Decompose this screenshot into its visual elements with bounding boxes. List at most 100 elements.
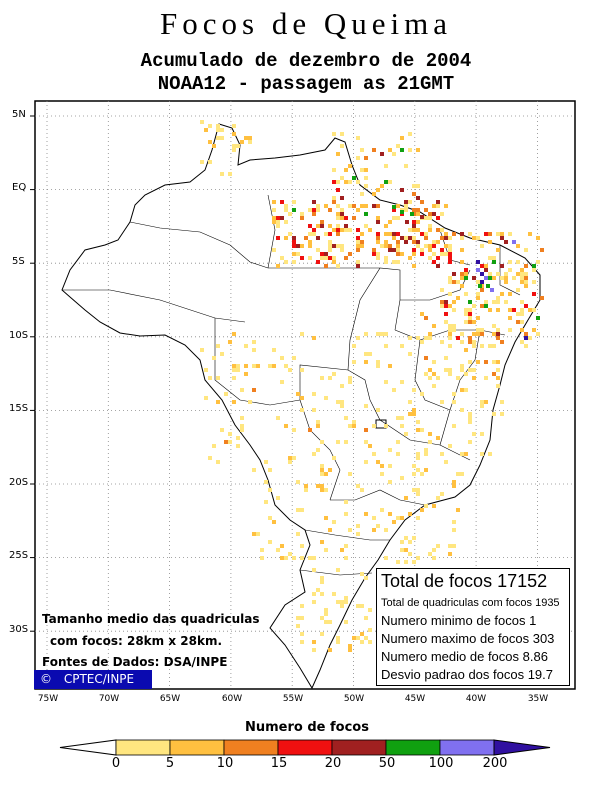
fire-cell	[428, 336, 432, 340]
fire-cell	[204, 368, 208, 372]
fire-cell	[228, 340, 232, 344]
fire-cell	[496, 376, 500, 380]
fire-cell	[404, 236, 408, 240]
fire-cell	[328, 248, 332, 252]
fire-cell	[472, 376, 476, 380]
fire-cell	[276, 496, 280, 500]
fire-cell	[356, 236, 360, 240]
fire-cell	[524, 264, 528, 268]
fire-cell	[300, 604, 304, 608]
fire-cell	[224, 392, 228, 396]
fire-cell	[280, 380, 284, 384]
fire-cell	[500, 292, 504, 296]
fire-cell	[428, 244, 432, 248]
fire-cell	[300, 332, 304, 336]
fire-cell	[412, 184, 416, 188]
fire-cell	[328, 528, 332, 532]
fire-cell	[444, 368, 448, 372]
fire-cell	[276, 224, 280, 228]
fire-cell	[300, 632, 304, 636]
fire-cell	[356, 240, 360, 244]
fire-cell	[456, 280, 460, 284]
fire-cell	[416, 420, 420, 424]
graticule	[30, 101, 575, 689]
colorbar-segment	[169, 739, 225, 756]
fire-cell	[256, 532, 260, 536]
lon-label: 65W	[159, 694, 181, 704]
stat-medio: Numero medio de focos 8.86	[381, 649, 548, 664]
fire-cell	[496, 296, 500, 300]
fire-cell	[316, 248, 320, 252]
fire-cell	[340, 604, 344, 608]
fire-cell	[472, 340, 476, 344]
legend-label: 15	[270, 756, 288, 771]
fire-cell	[428, 432, 432, 436]
fire-cell	[436, 228, 440, 232]
fire-cell	[492, 372, 496, 376]
fire-cell	[508, 268, 512, 272]
fire-cell	[272, 248, 276, 252]
fire-cell	[452, 324, 456, 328]
fire-cell	[508, 328, 512, 332]
fire-cell	[416, 452, 420, 456]
fire-cell	[380, 508, 384, 512]
fire-cell	[536, 332, 540, 336]
fire-cell	[424, 232, 428, 236]
legend-title: Numero de focos	[245, 720, 369, 735]
fire-cell	[420, 472, 424, 476]
fire-cell	[252, 388, 256, 392]
fire-cell	[452, 280, 456, 284]
fire-cell	[388, 364, 392, 368]
fire-cell	[228, 440, 232, 444]
fire-cell	[520, 340, 524, 344]
fire-cell	[312, 208, 316, 212]
fire-cell	[364, 460, 368, 464]
fire-cell	[312, 556, 316, 560]
colorbar-segment	[385, 739, 441, 756]
fire-cell	[532, 264, 536, 268]
fire-cell	[324, 608, 328, 612]
fire-cell	[476, 236, 480, 240]
fire-cell	[320, 488, 324, 492]
fire-cell	[464, 272, 468, 276]
fire-cell	[320, 220, 324, 224]
fire-cell	[380, 152, 384, 156]
fire-cell	[452, 528, 456, 532]
fire-cell	[464, 320, 468, 324]
fire-cell	[376, 256, 380, 260]
fire-cell	[424, 504, 428, 508]
fire-cell	[528, 232, 532, 236]
fire-cell	[284, 364, 288, 368]
fire-cell	[408, 200, 412, 204]
fire-cell	[468, 420, 472, 424]
fire-cell	[272, 200, 276, 204]
fire-cell	[360, 232, 364, 236]
fire-cell	[356, 208, 360, 212]
fire-cell	[228, 432, 232, 436]
fire-cell	[480, 272, 484, 276]
fire-cell	[300, 544, 304, 548]
fire-cell	[340, 384, 344, 388]
fire-cell	[364, 156, 368, 160]
fire-cell	[304, 484, 308, 488]
fire-cell	[500, 276, 504, 280]
fire-cell	[388, 220, 392, 224]
fire-cell	[512, 308, 516, 312]
fire-cell	[488, 452, 492, 456]
fire-cell	[416, 212, 420, 216]
fire-cell	[432, 252, 436, 256]
fire-cell	[320, 464, 324, 468]
fire-cell	[308, 232, 312, 236]
fire-cell	[248, 140, 252, 144]
fire-cell	[540, 248, 544, 252]
fire-cell	[324, 620, 328, 624]
fire-cell	[460, 332, 464, 336]
fire-cell	[312, 648, 316, 652]
color-scale	[59, 739, 551, 756]
fire-cell	[200, 160, 204, 164]
fire-cell	[324, 548, 328, 552]
fire-cell	[524, 280, 528, 284]
fire-cell	[200, 348, 204, 352]
fire-cell	[332, 132, 336, 136]
fire-cell	[412, 252, 416, 256]
